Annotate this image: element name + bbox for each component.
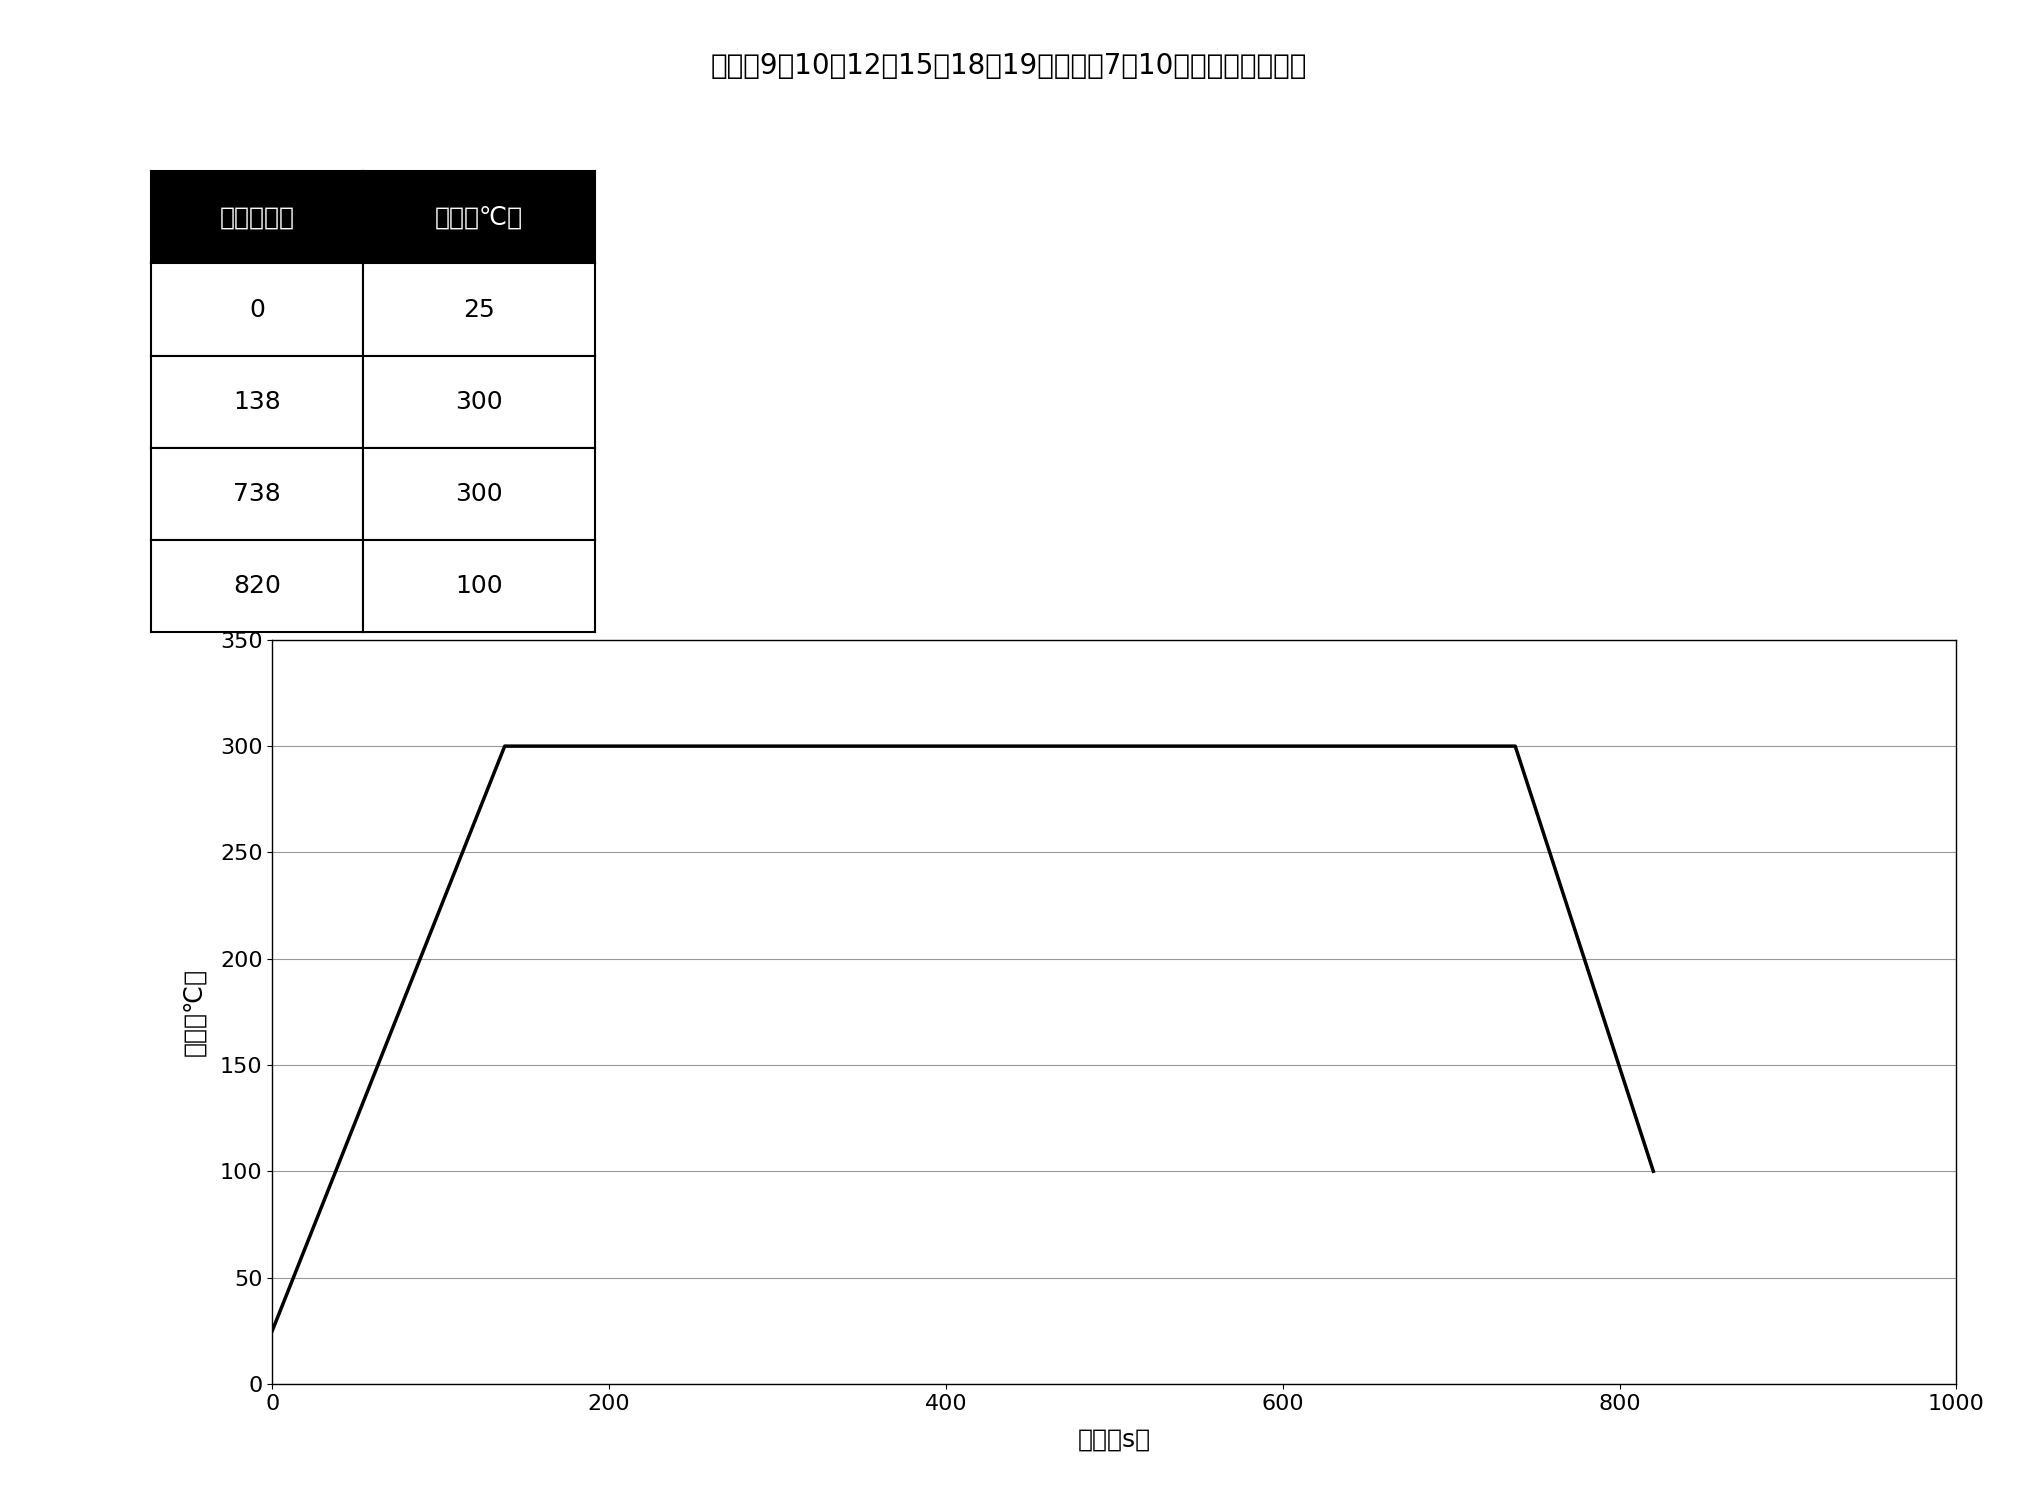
Text: 100: 100	[456, 574, 502, 598]
Y-axis label: 温度（℃）: 温度（℃）	[182, 967, 206, 1056]
Text: 温度（℃）: 温度（℃）	[436, 205, 522, 229]
Text: 820: 820	[234, 574, 280, 598]
Text: 300: 300	[456, 482, 502, 506]
Text: 300: 300	[456, 390, 502, 414]
Text: 138: 138	[234, 390, 280, 414]
Text: 738: 738	[234, 482, 280, 506]
Text: 0: 0	[250, 298, 264, 321]
X-axis label: 时间（s）: 时间（s）	[1077, 1427, 1152, 1451]
Text: 实施例9～10、12～15、18、19、比较例7～10的回流焊加热曲线: 实施例9～10、12～15、18、19、比较例7～10的回流焊加热曲线	[710, 52, 1307, 80]
Text: 时间（秒）: 时间（秒）	[220, 205, 294, 229]
Text: 25: 25	[464, 298, 494, 321]
